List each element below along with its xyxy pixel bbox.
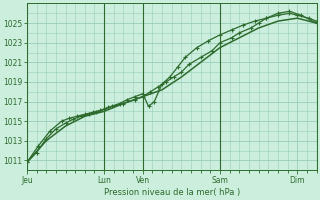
X-axis label: Pression niveau de la mer( hPa ): Pression niveau de la mer( hPa ) (104, 188, 240, 197)
